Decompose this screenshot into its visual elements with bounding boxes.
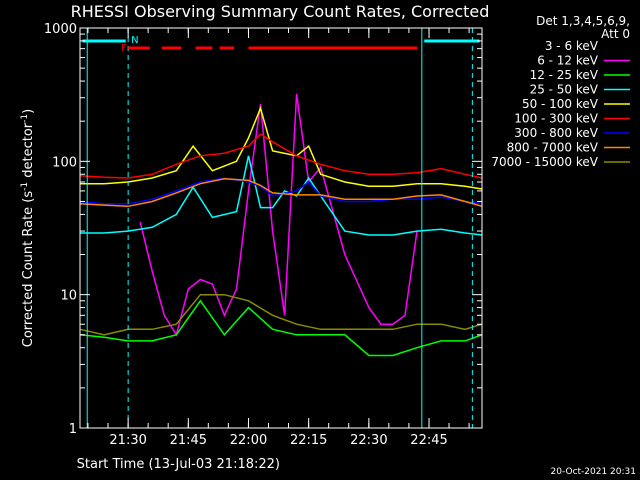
- legend-label-7: 300 - 800 keV: [514, 126, 598, 140]
- legend-label-3: 12 - 25 keV: [530, 68, 599, 82]
- legend-label-6: 100 - 300 keV: [514, 112, 598, 126]
- y-axis-label: Corrected Count Rate (s-1 detector-1): [20, 109, 36, 347]
- x-tick-label: 22:15: [290, 433, 327, 448]
- y-axis-label-part-1: Corrected Count Rate (s: [21, 191, 36, 348]
- night-flag-label: N: [131, 35, 138, 46]
- y-tick-label: 1: [69, 422, 77, 437]
- chart-title: RHESSI Observing Summary Count Rates, Co…: [71, 2, 490, 21]
- y-axis-label-part-5: ): [21, 109, 36, 114]
- x-tick-label: 21:30: [109, 433, 146, 448]
- series-line-2: [139, 93, 418, 337]
- y-tick-label: 100: [52, 155, 77, 170]
- legend-label-4: 25 - 50 keV: [530, 83, 599, 97]
- y-axis-label-part-4: -1: [20, 114, 30, 123]
- x-tick-label: 22:00: [230, 433, 267, 448]
- series-line-1: [139, 145, 423, 326]
- plot-frame: [79, 27, 483, 429]
- legend-label-2: 6 - 12 keV: [537, 54, 599, 68]
- markers-layer: FN: [82, 28, 480, 428]
- y-tick-label: 1000: [44, 22, 77, 37]
- x-tick-label: 21:45: [170, 433, 207, 448]
- y-tick-label: 10: [60, 289, 77, 304]
- legend-label-9: 7000 - 15000 keV: [491, 155, 598, 169]
- series-layer: [79, 93, 483, 357]
- x-tick-label: 22:45: [410, 433, 447, 448]
- series-line-6: [79, 133, 483, 179]
- x-tick-label: 22:30: [350, 433, 387, 448]
- x-axis: 21:30 21:45 22:00 22:15 22:30 22:45: [87, 28, 470, 448]
- series-line-8: [79, 178, 483, 208]
- y-axis-label-part-2: -1: [20, 182, 30, 191]
- legend-label-8: 800 - 7000 keV: [507, 141, 599, 155]
- legend-header-line-1: Det 1,3,4,5,6,9,: [536, 14, 630, 28]
- flare-flag-label: F: [121, 43, 127, 54]
- footer-date: 20-Oct-2021 20:31: [551, 467, 636, 477]
- series-line-5: [80, 105, 483, 190]
- y-axis-label-part-3: detector: [21, 122, 36, 182]
- legend-label-1: 3 - 6 keV: [545, 39, 599, 53]
- legend-header-line-2: Att 0: [601, 27, 630, 41]
- x-axis-label: Start Time (13-Jul-03 21:18:22): [77, 457, 280, 472]
- series-line-4: [80, 155, 483, 236]
- series-line-3: [79, 299, 483, 357]
- legend-label-5: 50 - 100 keV: [522, 97, 599, 111]
- series-line-9: [79, 293, 483, 336]
